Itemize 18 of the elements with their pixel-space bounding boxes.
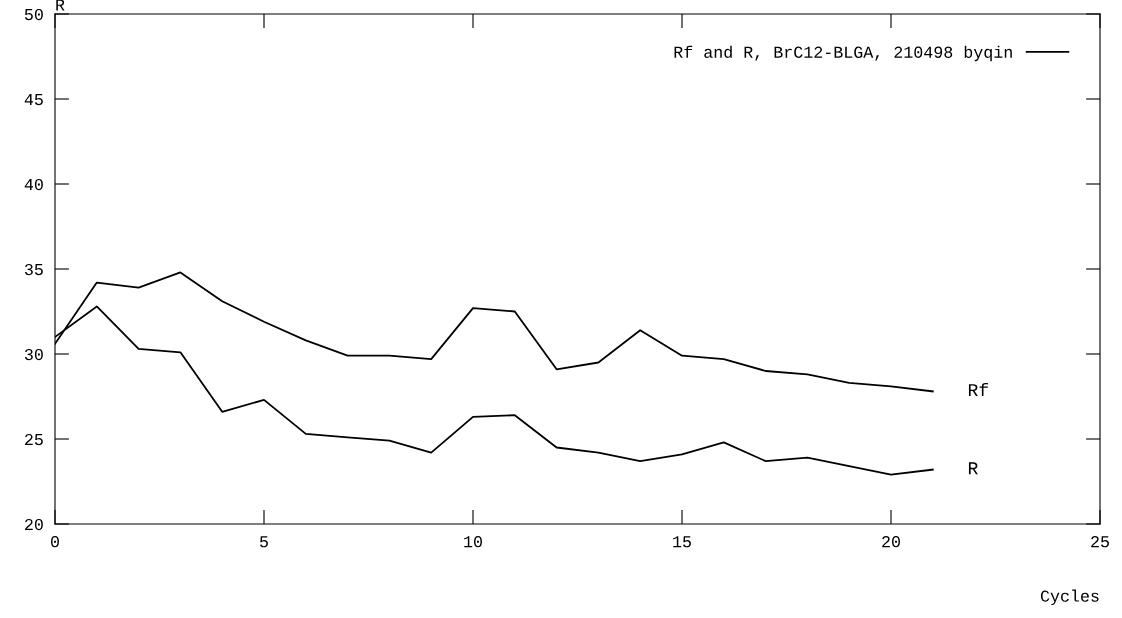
x-tick-label: 5 (260, 536, 268, 548)
annotation: Rf (968, 382, 989, 397)
annotation: R (968, 462, 978, 475)
x-tick-label: 10 (464, 536, 482, 548)
x-tick-label: 15 (673, 536, 691, 548)
x-tick-label: 0 (51, 536, 59, 548)
y-tick-label: 45 (24, 94, 43, 106)
y-tick-label: 30 (24, 348, 43, 361)
y-tick-label: 20 (25, 518, 43, 531)
y-tick-label: 35 (24, 263, 43, 276)
legend-label: Rf and R, BrC12-BLGA, 210498 byqin (674, 45, 1012, 62)
y-tick-label: 50 (24, 8, 43, 21)
y-tick-label: 25 (25, 433, 43, 446)
x-axis-title: Cycles (1040, 589, 1099, 606)
x-tick-label: 20 (882, 536, 900, 548)
y-axis-title: R (56, 0, 65, 11)
x-tick-label: 25 (1091, 536, 1109, 548)
y-tick-label: 40 (24, 178, 43, 191)
